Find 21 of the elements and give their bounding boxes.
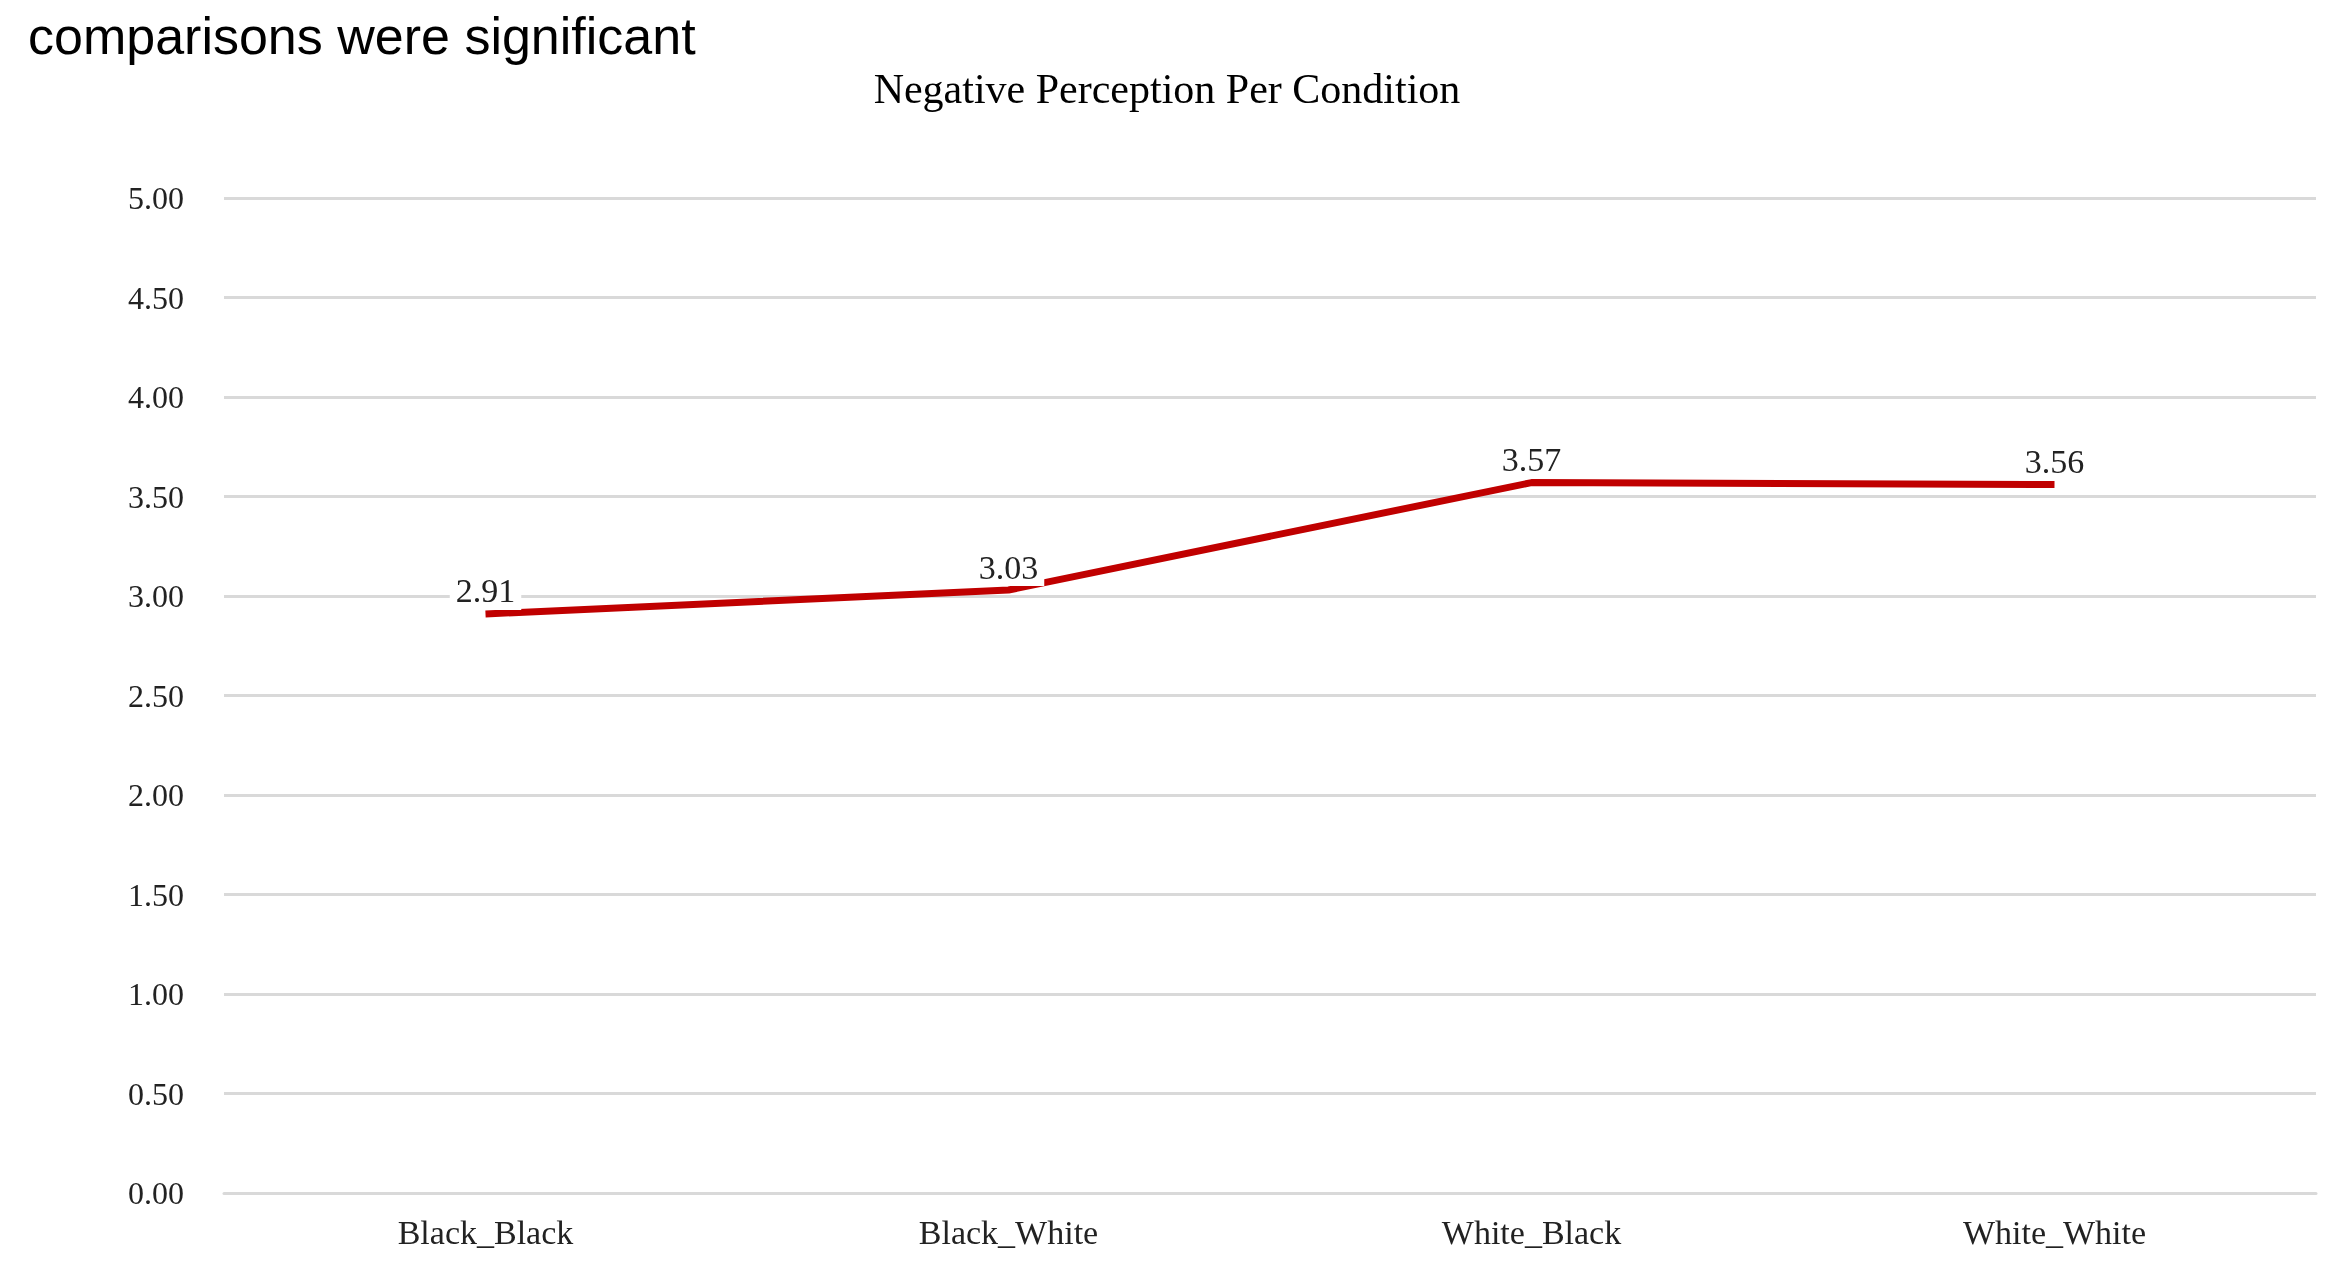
y-tick-label: 5.00	[128, 180, 184, 216]
data-label: 3.57	[1501, 441, 1562, 479]
data-label: 3.56	[2024, 443, 2085, 481]
x-tick-label: Black_Black	[397, 1213, 574, 1251]
y-tick-label: 1.00	[128, 976, 184, 1012]
x-tick-label: White_Black	[1441, 1213, 1622, 1251]
data-label: 2.91	[455, 572, 516, 610]
y-tick-label: 3.00	[128, 578, 184, 614]
y-tick-label: 0.50	[128, 1075, 184, 1112]
x-tick-label: White_White	[1962, 1213, 2147, 1251]
y-tick-label: 2.00	[128, 777, 184, 813]
chart-title: Negative Perception Per Condition	[873, 66, 1461, 112]
text: comparisons were significant	[28, 7, 697, 65]
y-tick-label: 4.50	[128, 279, 184, 316]
y-tick-label: 2.50	[128, 677, 184, 714]
data-label: 3.03	[978, 548, 1039, 586]
y-tick-label: 1.50	[128, 876, 184, 913]
y-tick-label: 4.00	[128, 379, 184, 415]
y-tick-label: 3.50	[128, 478, 184, 515]
x-tick-label: Black_White	[918, 1213, 1099, 1251]
y-tick-label: 0.00	[128, 1175, 184, 1211]
